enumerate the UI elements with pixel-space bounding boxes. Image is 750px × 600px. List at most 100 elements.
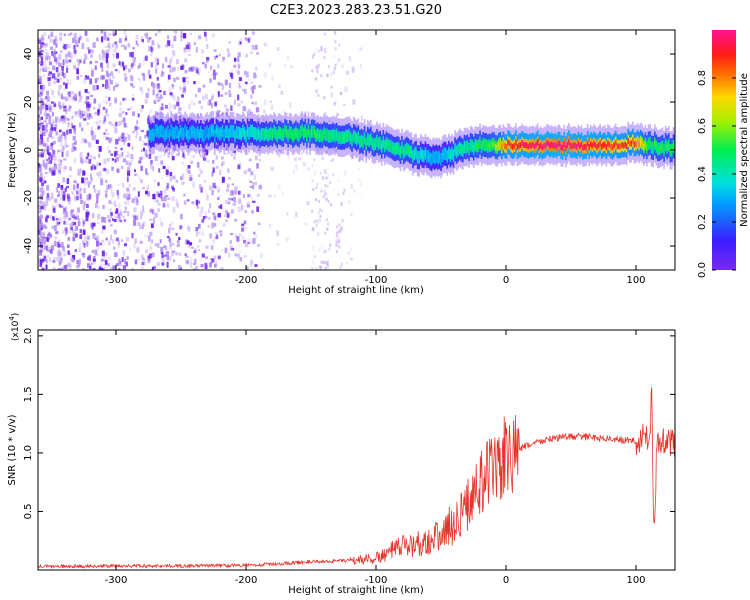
heatmap-cell [64,143,68,149]
heatmap-cell [245,71,249,78]
heatmap-cell [352,133,355,140]
heatmap-cell [166,79,170,84]
heatmap-cell [178,116,182,122]
heatmap-cell [57,183,60,188]
heatmap-cell [182,87,186,94]
heatmap-cell [471,143,474,149]
heatmap-cell [421,152,424,159]
heatmap-cell [154,64,158,71]
heatmap-cell [188,68,192,72]
colorbar-tick-label: 0.2 [697,214,708,230]
heatmap-cell [409,148,411,155]
heatmap-cell [63,88,67,91]
heatmap-cell [141,210,145,214]
heatmap-cell [145,154,149,157]
heatmap-cell [180,176,183,180]
heatmap-cell [156,141,159,145]
heatmap-cell [263,109,266,114]
heatmap-cell [103,132,106,135]
heatmap-cell [123,193,127,198]
heatmap-cell [185,130,188,136]
heatmap-cell [224,128,227,135]
heatmap-cell [228,93,232,98]
heatmap-cell [150,62,153,68]
y-tick-label: 2.0 [23,328,34,344]
heatmap-cell [104,190,108,193]
heatmap-cell [52,80,56,84]
heatmap-cell [46,90,49,96]
heatmap-cell [334,40,337,44]
heatmap-cell [254,74,257,78]
heatmap-cell [231,128,233,135]
heatmap-cell [66,68,69,73]
heatmap-cell [51,127,54,131]
heatmap-cell [43,204,47,211]
heatmap-cell [221,268,224,270]
heatmap-cell [40,187,44,193]
heatmap-cell [126,176,129,183]
heatmap-cell [105,193,108,198]
heatmap-cell [65,60,69,64]
heatmap-cell [52,119,55,123]
heatmap-cell [144,261,147,266]
heatmap-cell [42,67,45,73]
heatmap-cell [226,188,229,192]
heatmap-cell [51,53,55,56]
heatmap-cell [243,130,246,137]
heatmap-cell [66,214,69,220]
heatmap-cell [67,33,71,36]
heatmap-cell [42,232,46,239]
heatmap-cell [219,230,223,233]
heatmap-cell [214,133,216,139]
heatmap-cell [313,255,316,259]
heatmap-cell [117,213,121,219]
heatmap-cell [79,197,83,201]
heatmap-cell [641,140,644,147]
heatmap-cell [113,200,117,206]
heatmap-cell [56,250,60,255]
heatmap-cell [107,32,110,38]
heatmap-cell [251,127,254,134]
heatmap-cell [72,145,75,149]
heatmap-cell [198,211,203,218]
heatmap-cell [90,165,93,171]
heatmap-cell [244,37,248,41]
heatmap-cell [93,135,96,141]
heatmap-cell [168,244,172,250]
heatmap-cell [49,106,52,110]
heatmap-cell [41,61,44,66]
heatmap-cell [176,153,180,157]
heatmap-cell [105,237,108,241]
heatmap-cell [66,79,69,85]
heatmap-cell [87,91,91,95]
heatmap-cell [247,238,251,243]
heatmap-cell [44,96,48,100]
heatmap-cell [672,143,675,150]
heatmap-cell [427,153,430,160]
heatmap-cell [325,218,328,222]
heatmap-cell [122,110,125,114]
heatmap-cell [193,81,196,85]
heatmap-cell [173,30,177,34]
heatmap-cell [56,151,60,157]
heatmap-cell [82,113,85,117]
heatmap-cell [45,56,49,61]
heatmap-cell [78,37,81,43]
heatmap-cell [162,63,164,69]
x-tick-label: -300 [105,575,128,586]
heatmap-cell [328,247,331,251]
heatmap-cell [163,245,167,249]
heatmap-cell [224,247,228,254]
heatmap-cell [160,73,164,77]
colorbar-ticks: 0.00.20.40.60.8 [697,70,736,278]
heatmap-cell [633,141,636,148]
heatmap-cell [215,127,218,134]
heatmap-cell [343,188,346,192]
heatmap-cell [59,258,62,264]
heatmap-cell [200,105,203,110]
heatmap-cell [105,100,109,104]
heatmap-cell [47,235,50,239]
heatmap-cell [278,149,282,155]
heatmap-cell [139,86,143,91]
heatmap-cell [76,260,79,265]
